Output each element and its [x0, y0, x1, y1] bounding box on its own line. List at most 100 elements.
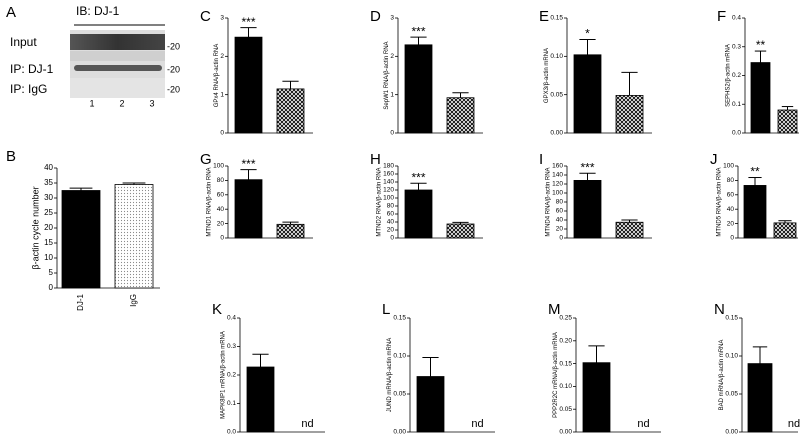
- y-tick-label: 0: [390, 130, 394, 137]
- y-tick-label: 2: [220, 53, 224, 60]
- significance: **: [750, 165, 760, 179]
- bar: [114, 184, 154, 289]
- bar: [750, 62, 771, 134]
- bar: [773, 222, 797, 239]
- bar: [234, 36, 263, 134]
- bar: [615, 95, 644, 134]
- bar: [573, 179, 602, 239]
- y-tick-label: 15: [44, 238, 53, 247]
- panel-letter: B: [6, 148, 16, 165]
- y-tick-label: 0.3: [732, 43, 741, 50]
- y-tick-label: 160: [383, 171, 394, 178]
- lane: 1: [89, 98, 94, 108]
- bar: [276, 88, 305, 134]
- y-tick-label: 60: [727, 192, 735, 199]
- y-axis-label: β-actin cycle number: [30, 186, 40, 269]
- bar: [416, 376, 445, 433]
- significance: *: [585, 27, 590, 41]
- y-tick-label: 180: [383, 163, 394, 170]
- y-tick-label: 0.15: [559, 360, 572, 367]
- y-tick-label: 0.05: [559, 406, 572, 413]
- chart-panel: B 0 5 10 15 20 25 30 35 40 β-actin cycle number DJ-…: [6, 148, 160, 311]
- y-tick-label: 60: [217, 192, 225, 199]
- panel-letter: L: [382, 301, 390, 318]
- panel-letter: N: [714, 301, 725, 318]
- lane: 2: [119, 98, 124, 108]
- y-tick-label: 120: [552, 181, 563, 188]
- y-tick-label: 20: [556, 226, 564, 233]
- row-label: IP: IgG: [10, 82, 47, 96]
- value-label: nd: [471, 418, 483, 430]
- significance: ***: [241, 157, 255, 171]
- y-tick-label: 40: [44, 163, 53, 172]
- panel-letter: K: [212, 301, 222, 318]
- y-tick-label: 0.15: [393, 315, 406, 322]
- blot-band: [70, 51, 165, 61]
- x-tick-label: DJ-1: [76, 293, 85, 310]
- y-tick-label: 0.10: [393, 353, 406, 360]
- y-tick-label: 60: [556, 208, 564, 215]
- value-label: nd: [637, 418, 649, 430]
- y-axis-label: SepW1 RNA/β-actin RNA: [384, 41, 390, 109]
- bar: [446, 97, 475, 134]
- y-axis-label: BAD mRNA/β-actin mRNA: [719, 340, 725, 411]
- y-axis-label: MAPK8IP1 mRNA/β-actin mRNA: [221, 331, 227, 419]
- lane: 3: [149, 98, 154, 108]
- bar: [573, 54, 602, 134]
- panel-letter: D: [370, 8, 381, 25]
- blot-band: [70, 34, 165, 50]
- chart-panel: M 0.00 0.05 0.10 0.15 0.20 0.25 PPP2R2C mRNA/β-…: [548, 301, 661, 436]
- chart-panel: L 0.00 0.05 0.10 0.15 JUND mRNA/β-actin mRNA n…: [382, 301, 495, 436]
- y-tick-label: 10: [44, 253, 53, 262]
- y-tick-label: 140: [383, 179, 394, 186]
- y-tick-label: 120: [383, 187, 394, 194]
- panel-letter: F: [717, 8, 726, 25]
- y-axis-label: MTND4 RNA/β-actin RNA: [546, 167, 552, 236]
- y-tick-label: 0.00: [725, 429, 738, 436]
- y-axis-label: MTND5 RNA/β-actin RNA: [717, 167, 723, 236]
- panel-letter: I: [539, 151, 543, 168]
- y-tick-label: 20: [44, 223, 53, 232]
- bar: [234, 179, 263, 239]
- chart-panel: F 0.0 0.1 0.2 0.3 0.4 SEPHS2/β-actin mRNA **: [717, 8, 799, 137]
- marker: -20: [167, 41, 180, 51]
- panel-letter: H: [370, 151, 381, 168]
- bar: [61, 190, 101, 289]
- y-tick-label: 40: [217, 206, 225, 213]
- y-tick-label: 20: [387, 227, 395, 234]
- y-tick-label: 0: [559, 235, 563, 242]
- chart-panel: C 0 1 2 3 GPx4 RNA/β-actin RNA ***: [200, 8, 313, 137]
- row-label: IP: DJ-1: [10, 62, 54, 76]
- x-tick-label: IgG: [129, 294, 138, 307]
- y-tick-label: 5: [49, 268, 54, 277]
- y-tick-label: 0.05: [393, 391, 406, 398]
- y-tick-label: 80: [217, 177, 225, 184]
- y-tick-label: 30: [44, 193, 53, 202]
- y-tick-label: 0.05: [725, 391, 738, 398]
- bar: [276, 223, 305, 239]
- y-tick-label: 100: [723, 163, 734, 170]
- bar: [582, 362, 611, 433]
- y-tick-label: 80: [387, 203, 395, 210]
- y-tick-label: 0: [49, 283, 54, 292]
- y-tick-label: 0.15: [550, 15, 563, 22]
- significance: ***: [241, 15, 255, 29]
- y-tick-label: 0.15: [725, 315, 738, 322]
- panel-letter: J: [710, 151, 718, 168]
- y-tick-label: 2: [390, 53, 394, 60]
- y-tick-label: 1: [220, 91, 224, 98]
- bar: [615, 221, 644, 239]
- panel-letter: G: [200, 151, 212, 168]
- y-tick-label: 0.0: [227, 429, 236, 436]
- bar: [446, 223, 475, 239]
- chart-panel: K 0.0 0.1 0.2 0.3 0.4 MAPK8IP1 mRNA/β-actin mR…: [212, 301, 325, 436]
- y-tick-label: 0.00: [393, 429, 406, 436]
- y-tick-label: 0.00: [559, 429, 572, 436]
- blot-band: [74, 65, 162, 71]
- y-tick-label: 0.2: [732, 72, 741, 79]
- bar: [246, 366, 275, 433]
